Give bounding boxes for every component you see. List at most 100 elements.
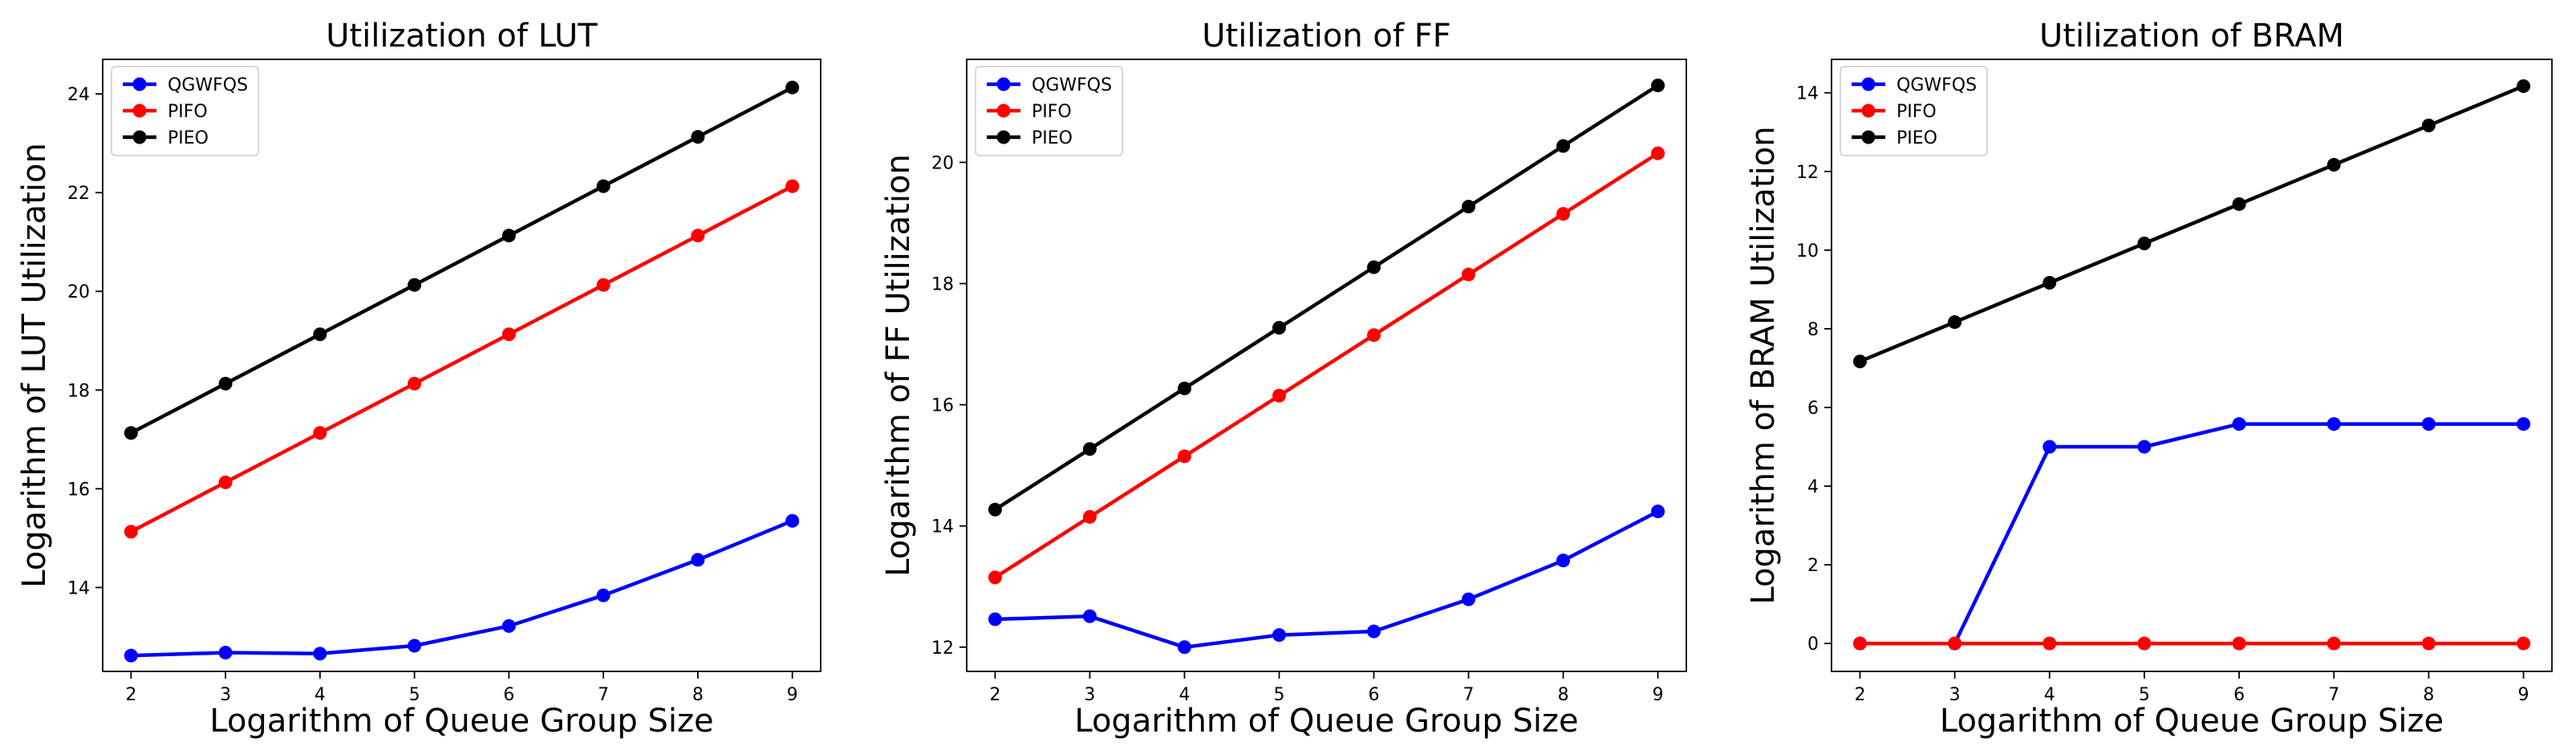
y-tick-label: 8 [1807, 320, 1819, 340]
x-axis-label: Logarithm of Queue Group Size [1940, 703, 2444, 740]
data-point-pifo [2517, 636, 2531, 651]
x-tick-label: 4 [2044, 685, 2055, 705]
y-tick-label: 0 [1807, 634, 1819, 655]
series-line-pieo [1859, 84, 2525, 363]
data-point-pieo [1948, 315, 1962, 330]
data-point-pieo [1177, 381, 1191, 395]
data-point-qgwfqs [313, 647, 327, 661]
y-axis-label: Logarithm of BRAM Utilization [1745, 126, 1782, 604]
chart-title: Utilization of FF [1202, 18, 1450, 55]
data-point-pifo [988, 570, 1002, 585]
data-point-pieo [2137, 236, 2152, 250]
data-point-pifo [2421, 636, 2436, 651]
data-point-qgwfqs [408, 639, 422, 653]
data-point-pieo [218, 376, 233, 391]
legend-marker-pieo [996, 130, 1011, 144]
y-tick-label: 22 [67, 184, 90, 204]
data-point-qgwfqs [218, 646, 233, 660]
y-axis-label: Logarithm of FF Utilization [880, 154, 917, 577]
data-point-qgwfqs [691, 553, 705, 567]
data-point-pifo [2043, 636, 2057, 651]
series-line-pieo [994, 83, 1659, 512]
data-point-pieo [2232, 197, 2246, 211]
series-line-qgwfqs [995, 509, 1659, 650]
chart-panel-2: Utilization of FF 2 3 4 5 6 7 8 9 12 14 16 18 20 Logar… [880, 18, 1687, 740]
data-point-pifo [124, 525, 138, 539]
legend-box [975, 66, 1123, 156]
x-tick-label: 9 [2518, 685, 2529, 705]
data-point-pifo [2137, 636, 2152, 651]
x-tick-label: 6 [2233, 685, 2245, 705]
y-tick-label: 2 [1807, 556, 1819, 576]
legend-label-qgwfqs: QGWFQS [1032, 75, 1112, 95]
x-tick-label: 8 [1558, 685, 1569, 705]
series-line-pifo [994, 152, 1659, 579]
data-point-pifo [1651, 146, 1665, 160]
legend-box [111, 66, 259, 156]
x-tick-label: 5 [2139, 685, 2150, 705]
data-point-pifo [596, 278, 611, 292]
data-point-pifo [691, 229, 705, 243]
legend-marker-pifo [132, 103, 147, 118]
x-tick-label: 6 [1369, 685, 1380, 705]
y-tick-label: 12 [1796, 163, 1819, 183]
y-tick-label: 14 [67, 578, 90, 598]
data-point-pieo [1852, 355, 1867, 369]
data-point-pifo [1367, 328, 1381, 343]
data-point-qgwfqs [2232, 417, 2246, 432]
chart-panel-3: Utilization of BRAM 2 3 4 5 6 7 8 9 0 2 4 6 8 10 12 14 Lo… [1745, 18, 2553, 740]
data-point-pifo [2232, 636, 2246, 651]
data-point-qgwfqs [988, 612, 1002, 626]
data-point-pifo [1852, 636, 1867, 651]
data-point-qgwfqs [501, 618, 516, 633]
legend: QGWFQS PIFO PIEO [111, 66, 259, 156]
legend-label-pifo: PIFO [1032, 102, 1072, 122]
data-point-qgwfqs [2517, 417, 2531, 432]
legend-marker-qgwfqs [132, 77, 147, 91]
data-point-pifo [1177, 449, 1191, 464]
y-tick-label: 20 [67, 282, 90, 302]
legend-marker-pieo [132, 130, 147, 144]
data-point-pieo [313, 327, 327, 342]
legend: QGWFQS PIFO PIEO [975, 66, 1123, 156]
plot-area-frame [1831, 59, 2553, 672]
data-point-pieo [2043, 276, 2057, 290]
series-line-qgwfqs [131, 519, 793, 658]
data-point-pieo [1556, 139, 1571, 153]
data-point-qgwfqs [1272, 628, 1286, 643]
x-tick-label: 2 [1854, 685, 1865, 705]
x-tick-label: 2 [125, 685, 136, 705]
data-point-qgwfqs [1177, 640, 1191, 655]
x-tick-label: 8 [2423, 685, 2434, 705]
data-point-pieo [124, 426, 138, 440]
y-tick-label: 12 [931, 639, 954, 659]
data-point-pieo [988, 502, 1002, 517]
data-point-pifo [313, 426, 327, 440]
legend-label-pifo: PIFO [168, 102, 208, 122]
data-point-pifo [218, 475, 233, 489]
x-tick-label: 7 [2328, 685, 2339, 705]
data-point-pifo [501, 327, 516, 342]
x-tick-label: 3 [1084, 685, 1095, 705]
x-tick-label: 5 [1273, 685, 1284, 705]
x-tick-label: 5 [409, 685, 420, 705]
x-tick-label: 9 [787, 685, 798, 705]
y-axis-label: Logarithm of LUT Utilization [16, 143, 53, 588]
chart-panel-1: Utilization of LUT 2 3 4 5 6 7 8 9 14 16 18 20 22 24 Lo… [16, 18, 821, 740]
data-point-qgwfqs [1556, 553, 1571, 568]
series-line-pieo [130, 86, 793, 435]
plot-area-frame [102, 59, 821, 672]
data-point-pifo [1556, 207, 1571, 221]
plot-area-frame [966, 59, 1687, 672]
x-tick-label: 4 [1178, 685, 1190, 705]
x-tick-label: 7 [598, 685, 609, 705]
legend-label-pifo: PIFO [1897, 102, 1937, 122]
data-point-pieo [2421, 118, 2436, 132]
data-point-qgwfqs [1082, 609, 1097, 623]
data-point-qgwfqs [124, 648, 138, 663]
data-point-pifo [1948, 636, 1962, 651]
data-point-pieo [2517, 79, 2531, 93]
data-point-pieo [691, 130, 705, 144]
data-point-pifo [1082, 509, 1097, 524]
